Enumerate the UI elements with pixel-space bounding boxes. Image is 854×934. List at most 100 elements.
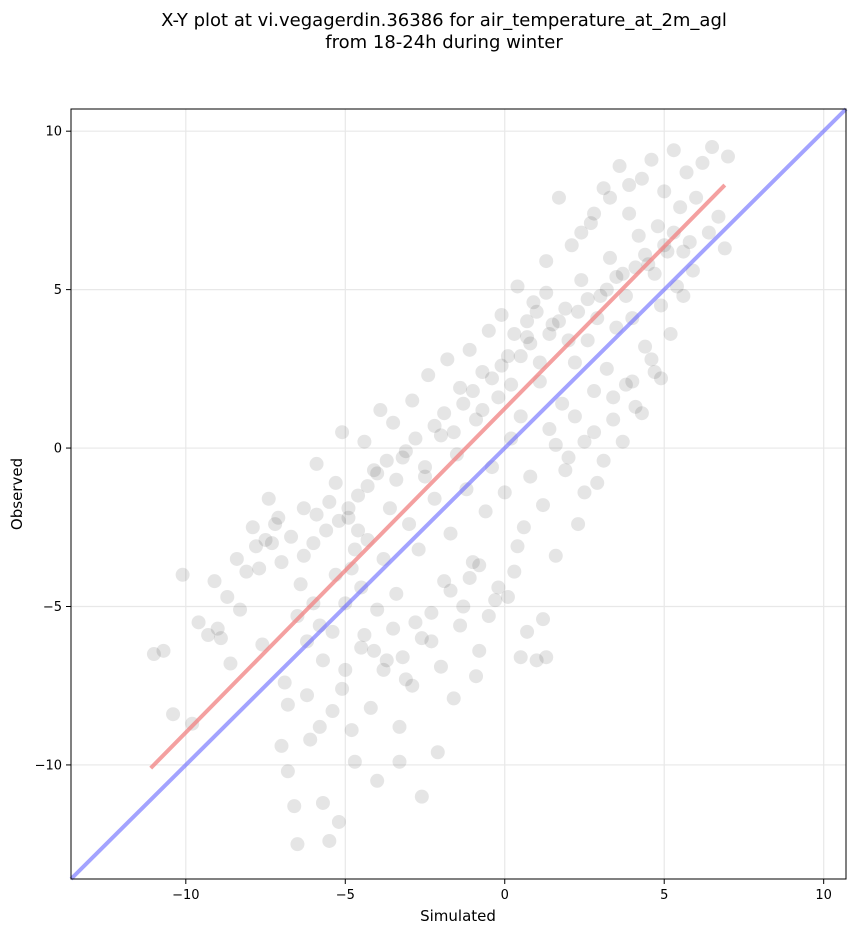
- fit-lines: [69, 107, 848, 881]
- scatter-point-190: [599, 282, 614, 297]
- scatter-point-11: [229, 551, 244, 566]
- scatter-point-56: [395, 450, 410, 465]
- scatter-point-62: [414, 789, 429, 804]
- scatter-point-90: [504, 431, 519, 446]
- scatter-point-5: [191, 615, 206, 630]
- scatter-point-158: [284, 529, 299, 544]
- scatter-point-181: [513, 349, 528, 364]
- scatter-point-32: [319, 523, 334, 538]
- scatter-point-28: [306, 536, 321, 551]
- scatter-point-240: [634, 406, 649, 421]
- scatter-point-9: [220, 589, 235, 604]
- scatter-point-88: [497, 485, 512, 500]
- scatter-point-152: [711, 209, 726, 224]
- scatter-point-222: [354, 580, 369, 595]
- scatter-point-64: [421, 368, 436, 383]
- scatter-point-82: [478, 504, 493, 519]
- identity-line: [69, 107, 848, 881]
- scatter-point-110: [567, 355, 582, 370]
- scatter-point-26: [300, 688, 315, 703]
- scatter-point-249: [602, 190, 617, 205]
- scatter-point-173: [437, 406, 452, 421]
- scatter-point-128: [625, 311, 640, 326]
- scatter-point-225: [335, 681, 350, 696]
- scatter-point-38: [338, 662, 353, 677]
- scatter-point-255: [370, 773, 385, 788]
- scatter-point-169: [398, 444, 413, 459]
- scatter-point-256: [392, 719, 407, 734]
- scatter-point-37: [335, 425, 350, 440]
- scatter-point-60: [408, 615, 423, 630]
- scatter-point-127: [622, 206, 637, 221]
- scatter-point-126: [618, 377, 633, 392]
- scatter-point-167: [379, 453, 394, 468]
- scatter-point-205: [414, 631, 429, 646]
- y-tick-label-1: −5: [43, 600, 62, 615]
- scatter-point-20: [277, 675, 292, 690]
- scatter-point-23: [290, 837, 305, 852]
- scatter-point-157: [268, 517, 283, 532]
- scatter-point-135: [647, 365, 662, 380]
- scatter-point-154: [720, 149, 735, 164]
- scatter-point-96: [523, 469, 538, 484]
- scatter-point-25: [296, 501, 311, 516]
- scatter-point-201: [376, 662, 391, 677]
- scatter-point-178: [484, 371, 499, 386]
- scatter-point-163: [341, 501, 356, 516]
- scatter-point-34: [325, 624, 340, 639]
- x-tick-label-4: 10: [815, 888, 832, 903]
- scatter-point-191: [609, 269, 624, 284]
- scatter-point-228: [300, 634, 315, 649]
- scatter-point-209: [453, 618, 468, 633]
- scatter-point-233: [567, 409, 582, 424]
- scatter-point-105: [551, 190, 566, 205]
- scatter-point-151: [705, 140, 720, 155]
- scatter-point-66: [427, 491, 442, 506]
- scatter-point-207: [433, 659, 448, 674]
- scatter-point-51: [379, 653, 394, 668]
- scatter-point-17: [264, 536, 279, 551]
- scatter-point-212: [481, 608, 496, 623]
- scatter-point-69: [437, 574, 452, 589]
- scatter-point-257: [469, 669, 484, 684]
- scatter-point-30: [312, 719, 327, 734]
- scatter-point-204: [405, 678, 420, 693]
- scatter-point-12: [239, 564, 254, 579]
- scatter-point-188: [580, 292, 595, 307]
- scatter-point-44: [357, 434, 372, 449]
- scatter-point-153: [717, 241, 732, 256]
- scatter-point-186: [561, 333, 576, 348]
- scatter-point-16: [261, 491, 276, 506]
- scatter-point-174: [446, 425, 461, 440]
- x-tick-label-2: 0: [501, 888, 509, 903]
- scatter-point-155: [248, 539, 263, 554]
- y-tick-label-0: −10: [35, 758, 62, 773]
- scatter-point-195: [647, 266, 662, 281]
- scatter-point-120: [599, 361, 614, 376]
- scatter-point-150: [701, 225, 716, 240]
- scatter-point-117: [590, 475, 605, 490]
- scatter-point-202: [386, 621, 401, 636]
- scatter-point-248: [587, 206, 602, 221]
- scatter-point-108: [561, 450, 576, 465]
- scatter-point-8: [210, 621, 225, 636]
- scatter-point-68: [433, 428, 448, 443]
- scatter-point-109: [564, 238, 579, 253]
- scatter-point-48: [370, 602, 385, 617]
- scatter-point-203: [395, 650, 410, 665]
- scatter-point-214: [500, 589, 515, 604]
- scatter-point-49: [373, 403, 388, 418]
- scatter-point-121: [602, 250, 617, 265]
- scatter-point-242: [654, 371, 669, 386]
- scatter-point-98: [529, 653, 544, 668]
- scatter-point-216: [520, 624, 535, 639]
- scatter-point-59: [405, 393, 420, 408]
- scatter-point-46: [363, 700, 378, 715]
- scatter-point-138: [657, 184, 672, 199]
- scatter-point-31: [315, 795, 330, 810]
- scatter-point-107: [558, 301, 573, 316]
- scatter-point-146: [682, 235, 697, 250]
- scatter-point-220: [338, 596, 353, 611]
- scatter-point-103: [545, 317, 560, 332]
- scatter-point-130: [631, 228, 646, 243]
